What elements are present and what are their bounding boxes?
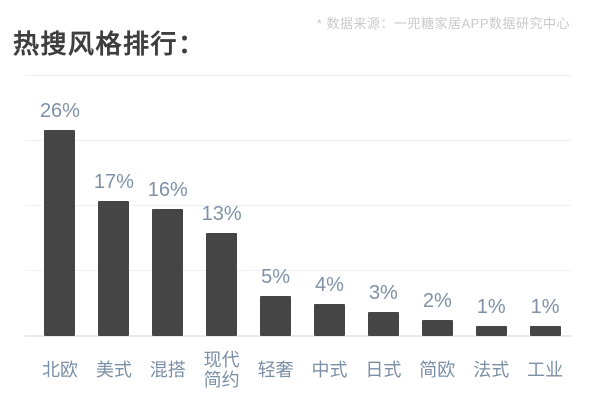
bar-column: 4%: [303, 274, 357, 336]
gridline: [25, 205, 572, 206]
bar: [98, 201, 130, 336]
bar: [152, 209, 184, 336]
value-label: 4%: [315, 274, 344, 296]
bar-column: 16%: [141, 179, 195, 336]
value-label: 13%: [201, 203, 242, 225]
category-label: 中式: [311, 360, 348, 380]
category-label: 轻奢: [257, 360, 294, 380]
category-label: 简欧: [419, 360, 456, 380]
bar: [529, 326, 561, 336]
category-label: 美式: [95, 360, 132, 380]
bar: [206, 233, 238, 336]
value-label: 26%: [39, 100, 80, 122]
bar-column: 1%: [464, 296, 518, 336]
page-title: 热搜风格排行：: [13, 29, 206, 59]
value-label: 3%: [368, 282, 398, 304]
data-source-note: * 数据来源：一兜糖家居APP数据研究中心: [316, 16, 570, 31]
plot-area: 26% 17% 16% 13% 5% 4% 3% 2% 1% 1%: [25, 75, 572, 337]
bar-column: 3%: [356, 282, 410, 336]
value-label: 1%: [530, 296, 560, 318]
bar: [260, 296, 292, 336]
bar-column: 13%: [195, 203, 249, 336]
category-labels-row: 北欧 美式 混搭 现代简约 轻奢 中式 日式 简欧 法式 工业: [25, 348, 572, 392]
bar: [367, 312, 399, 336]
category-label: 法式: [473, 360, 510, 380]
bar-chart: 26% 17% 16% 13% 5% 4% 3% 2% 1% 1% 北欧 美式 混搭 现代简约 轻奢 中式日…: [25, 75, 572, 392]
bar-column: 2%: [410, 290, 464, 336]
bar-column: 17%: [87, 171, 141, 336]
category-label: 混搭: [149, 360, 186, 380]
bar-column: 1%: [518, 296, 572, 336]
bar: [421, 320, 453, 336]
bar-column: 5%: [249, 266, 303, 336]
bar: [475, 326, 507, 336]
value-label: 1%: [476, 296, 506, 318]
value-label: 2%: [422, 290, 452, 312]
category-label: 北欧: [41, 360, 78, 380]
value-label: 17%: [93, 171, 134, 193]
bar: [44, 130, 76, 336]
gridline: [25, 270, 572, 271]
bars-row: 26% 17% 16% 13% 5% 4% 3% 2% 1% 1%: [25, 75, 572, 336]
category-label: 工业: [527, 360, 564, 380]
value-label: 5%: [261, 266, 291, 288]
bar-column: 26%: [33, 100, 87, 336]
value-label: 16%: [147, 179, 188, 201]
gridline: [25, 75, 572, 76]
category-label: 现代简约: [203, 350, 240, 390]
bar: [313, 304, 345, 336]
gridline: [25, 140, 572, 141]
category-label: 日式: [365, 360, 402, 380]
x-axis-baseline: [25, 335, 572, 337]
